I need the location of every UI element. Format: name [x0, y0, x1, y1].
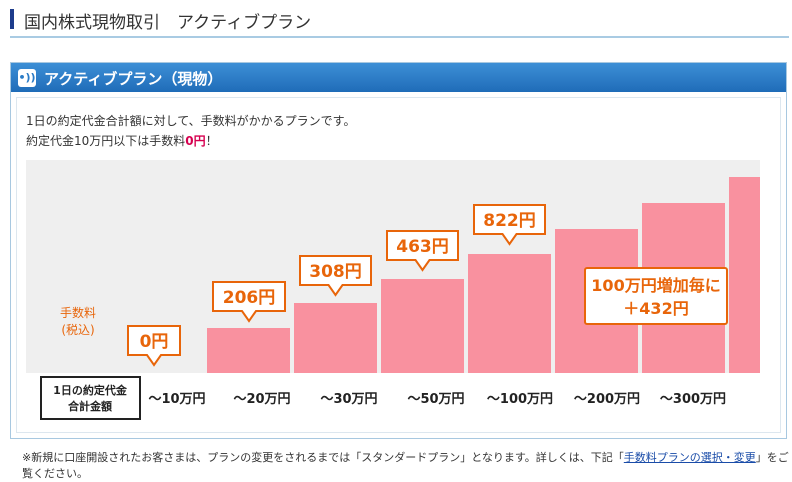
category-label: 〜50万円 — [407, 392, 464, 407]
page-title: 国内株式現物取引 アクティブプラン — [24, 13, 312, 33]
category-label: 〜100万円 — [487, 392, 553, 407]
category-label: 〜10万円 — [148, 392, 205, 407]
bar — [381, 279, 464, 373]
header-marker — [10, 9, 14, 29]
axis-label: 手数料 — [60, 305, 96, 320]
row-label-box — [40, 376, 141, 420]
footnote-text: 」をご覧ください。 — [22, 451, 789, 480]
category-label: 〜20万円 — [233, 392, 290, 407]
callout-box — [386, 230, 459, 272]
increment-text: ＋432円 — [623, 299, 688, 318]
callout-box — [212, 281, 286, 323]
callout-text: 822円 — [483, 211, 536, 231]
panel-icon: •)) — [18, 69, 36, 87]
note-emphasis: 0円 — [185, 134, 206, 148]
axis-label: (税込) — [61, 323, 94, 337]
footnote: ※新規に口座開設されたお客さまは、プランの変更をされるまでは「スタンダードプラン… — [22, 450, 790, 482]
category-label: 〜300万円 — [660, 392, 726, 407]
bar — [729, 177, 760, 373]
callout-text: 206円 — [223, 288, 276, 308]
bar — [207, 328, 290, 373]
callout-text: 0円 — [140, 332, 169, 352]
footnote-text: ※新規に口座開設されたお客さまは、プランの変更をされるまでは「スタンダードプラン… — [22, 451, 624, 464]
note-suffix: ！ — [205, 134, 218, 148]
note-prefix: 約定代金10万円以下は手数料 — [26, 134, 186, 148]
panel-title: アクティブプラン（現物） — [44, 70, 223, 88]
callout-box — [127, 325, 181, 367]
fee-plan-link[interactable]: 手数料プランの選択・変更 — [623, 451, 756, 464]
category-label: 〜200万円 — [574, 392, 640, 407]
bar — [468, 254, 551, 373]
intro-text: 1日の約定代金合計額に対して、手数料がかかるプランです。 — [26, 114, 356, 128]
increment-text: 100万円増加毎に — [591, 276, 720, 295]
increment-box — [584, 267, 728, 325]
callout-text: 308円 — [309, 262, 362, 282]
callout-box — [299, 255, 372, 297]
callout-box — [473, 204, 546, 246]
header-rule — [10, 36, 789, 38]
panel-body — [16, 97, 781, 433]
panel-header — [11, 63, 786, 92]
note-text: 約定代金10万円以下は手数料0円！ — [26, 132, 218, 149]
bar — [294, 303, 377, 373]
fee-diagram: 手数料 (税込) 0円 206円 308円 463円 822円 100万円増加毎に ＋4… — [26, 160, 760, 420]
row-label: 1日の約定代金 — [53, 383, 128, 397]
row-label: 合計金額 — [68, 399, 112, 413]
category-label: 〜30万円 — [320, 392, 377, 407]
callout-text: 463円 — [396, 237, 449, 257]
